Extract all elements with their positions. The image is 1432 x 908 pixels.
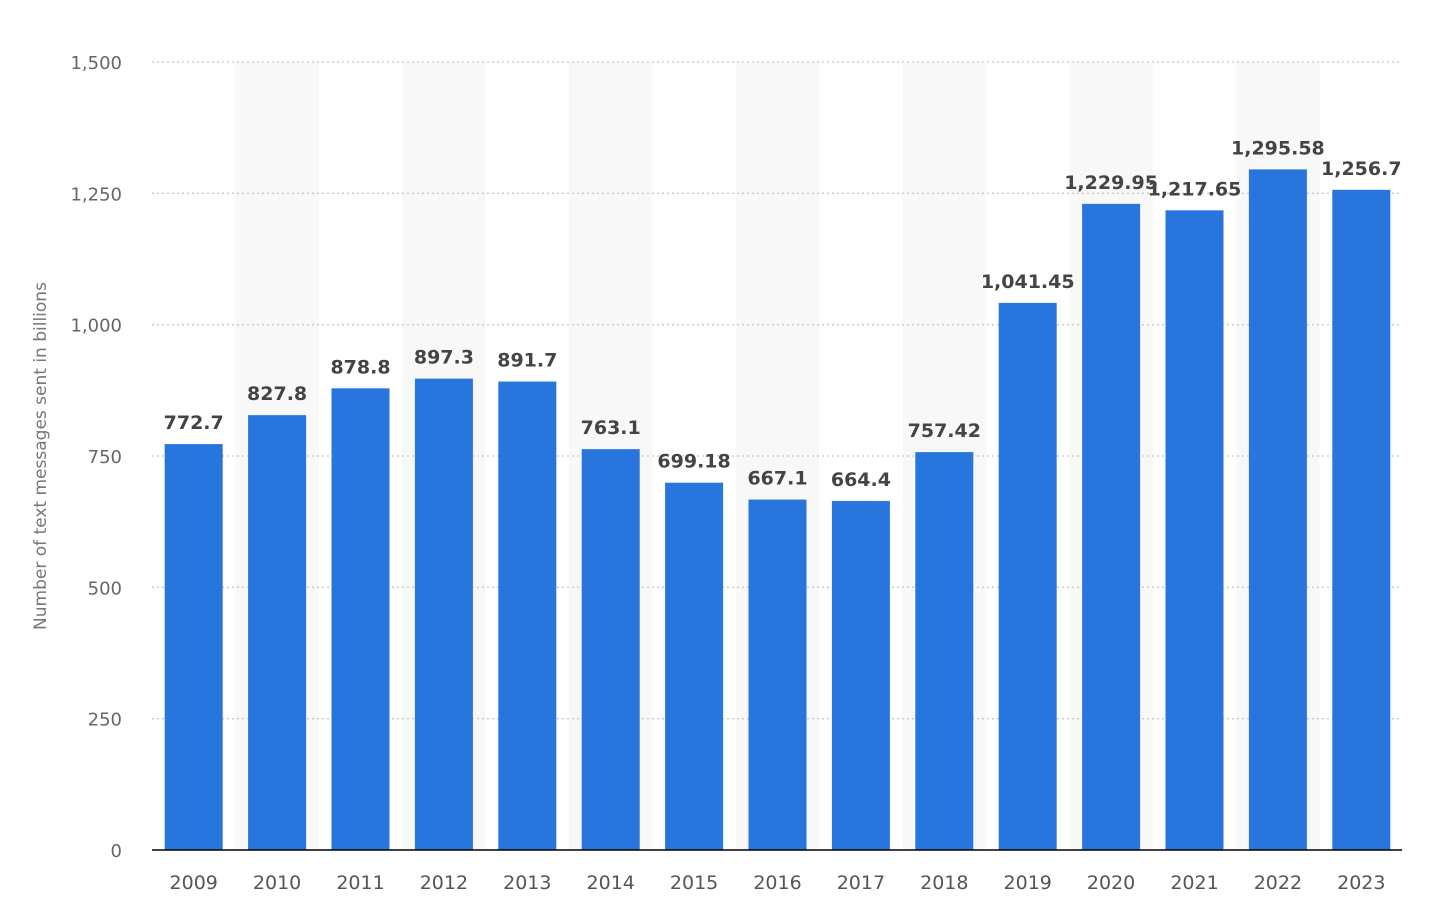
data-label-2009: 772.7	[164, 412, 224, 434]
x-tick-label-2014: 2014	[587, 872, 635, 894]
data-label-2012: 897.3	[414, 347, 474, 369]
bar-2020	[1082, 203, 1141, 850]
data-label-2017: 664.4	[831, 469, 891, 491]
x-tick-label-2009: 2009	[170, 872, 218, 894]
y-axis-ticks: 0 250 500 750 1,000 1,250 1,500	[70, 53, 122, 862]
bar-2010	[248, 415, 307, 850]
y-tick-label: 250	[88, 710, 122, 731]
bar-2018	[915, 452, 974, 850]
y-tick-label: 1,500	[70, 53, 122, 74]
y-tick-label: 500	[88, 578, 122, 599]
x-tick-label-2015: 2015	[670, 872, 718, 894]
data-label-2010: 827.8	[247, 383, 307, 405]
data-label-2018: 757.42	[908, 420, 981, 442]
x-tick-label-2022: 2022	[1254, 872, 1302, 894]
data-label-2023: 1,256.7	[1321, 158, 1402, 180]
bar-2013	[498, 381, 557, 850]
data-labels: 772.7 827.8 878.8 897.3 891.7 763.1 699.18 667.…	[164, 137, 1402, 491]
bar-2023	[1332, 189, 1391, 850]
data-label-2019: 1,041.45	[981, 271, 1075, 293]
data-label-2020: 1,229.95	[1064, 172, 1158, 194]
x-tick-label-2016: 2016	[753, 872, 801, 894]
data-label-2014: 763.1	[581, 417, 641, 439]
y-tick-label: 750	[88, 447, 122, 468]
x-tick-label-2023: 2023	[1337, 872, 1385, 894]
data-label-2022: 1,295.58	[1231, 137, 1325, 159]
x-axis-ticks: 2009 2010 2011 2012 2013 2014 2015 2016 2017 2018…	[170, 872, 1386, 894]
bar-2019	[998, 302, 1057, 850]
x-tick-label-2017: 2017	[837, 872, 885, 894]
data-label-2016: 667.1	[747, 468, 807, 490]
x-tick-label-2021: 2021	[1170, 872, 1218, 894]
bar-2009	[164, 444, 223, 850]
y-axis-title: Number of text messages sent in billions	[31, 282, 51, 630]
y-tick-label: 1,250	[70, 184, 122, 205]
bar-2014	[581, 449, 640, 850]
x-tick-label-2013: 2013	[503, 872, 551, 894]
bar-2022	[1248, 169, 1307, 850]
x-tick-label-2012: 2012	[420, 872, 468, 894]
data-label-2013: 891.7	[497, 350, 557, 372]
data-label-2015: 699.18	[657, 451, 730, 473]
x-tick-label-2018: 2018	[920, 872, 968, 894]
bar-2011	[331, 388, 390, 850]
x-tick-label-2019: 2019	[1004, 872, 1052, 894]
data-label-2021: 1,217.65	[1148, 178, 1242, 200]
bar-2015	[665, 482, 724, 850]
bar-2016	[748, 499, 807, 850]
data-label-2011: 878.8	[330, 356, 390, 378]
bars	[164, 169, 1391, 850]
bar-2017	[831, 500, 890, 850]
x-tick-label-2020: 2020	[1087, 872, 1135, 894]
x-tick-label-2010: 2010	[253, 872, 301, 894]
x-tick-label-2011: 2011	[336, 872, 384, 894]
bar-2021	[1165, 210, 1224, 850]
y-tick-label: 0	[111, 841, 122, 862]
y-tick-label: 1,000	[70, 316, 122, 337]
bar-2012	[414, 378, 473, 850]
